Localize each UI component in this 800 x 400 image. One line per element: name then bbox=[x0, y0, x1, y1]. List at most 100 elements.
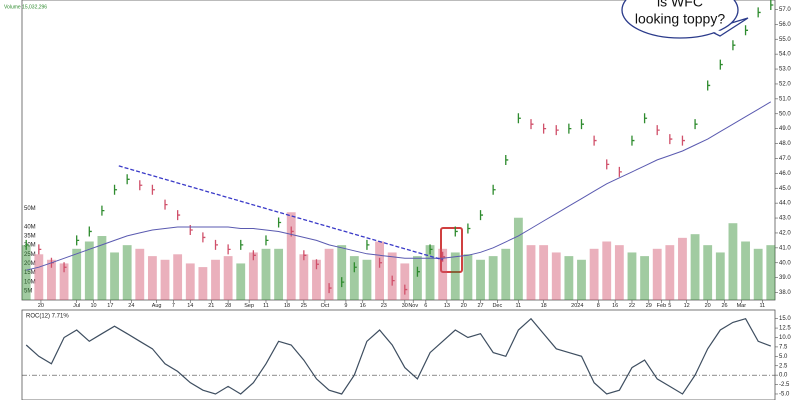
price-bar bbox=[353, 262, 357, 273]
price-bar bbox=[719, 59, 723, 70]
x-tick-label: Mar bbox=[737, 303, 747, 309]
x-tick-label: 16 bbox=[360, 303, 366, 309]
x-tick-label: 18 bbox=[541, 303, 547, 309]
volume-bar bbox=[652, 248, 662, 300]
y-tick-label: 53.0 bbox=[779, 67, 791, 73]
volume-bar bbox=[59, 263, 69, 300]
volume-bar bbox=[753, 248, 763, 300]
price-bar bbox=[101, 205, 105, 216]
volume-bar bbox=[450, 252, 460, 300]
price-bar bbox=[265, 235, 269, 246]
price-bar bbox=[391, 275, 395, 286]
trendline bbox=[118, 165, 443, 261]
price-bar bbox=[378, 257, 383, 268]
x-tick-label: 14 bbox=[187, 303, 193, 309]
y2-tick-label: 20M bbox=[24, 261, 36, 267]
volume-bar bbox=[425, 245, 435, 300]
volume-bar bbox=[21, 245, 31, 300]
volume-bar bbox=[312, 259, 321, 300]
y-tick-label: 38.0 bbox=[779, 290, 791, 296]
y2-tick-label: 10M bbox=[24, 279, 36, 285]
price-bar bbox=[227, 244, 231, 255]
volume-bar bbox=[690, 234, 700, 300]
price-bar bbox=[479, 210, 484, 221]
x-tick-label: 6 bbox=[424, 303, 427, 309]
volume-bar bbox=[198, 267, 208, 300]
volume-bar bbox=[286, 212, 296, 300]
price-bar bbox=[76, 235, 80, 246]
price-bar bbox=[429, 244, 433, 255]
volume-bar bbox=[34, 254, 44, 300]
callout: is WFC looking toppy? bbox=[621, 0, 749, 39]
volume-bar bbox=[526, 245, 536, 300]
y-tick-label: 50.0 bbox=[779, 111, 791, 117]
price-bar bbox=[366, 239, 370, 250]
x-tick-label: 29 bbox=[646, 303, 652, 309]
y-tick-label: 46.0 bbox=[779, 171, 791, 177]
volume-bar bbox=[741, 241, 750, 300]
y-tick-label: 40.0 bbox=[779, 260, 791, 266]
volume-bar bbox=[476, 259, 485, 300]
price-bar bbox=[770, 0, 774, 10]
x-tick-label: 21 bbox=[208, 303, 214, 309]
volume-bar bbox=[715, 252, 725, 300]
volume-bar bbox=[261, 248, 271, 300]
price-bar bbox=[139, 180, 143, 191]
price-bar bbox=[214, 239, 219, 250]
y-tick-label: 55.0 bbox=[779, 37, 791, 43]
price-bar bbox=[38, 244, 42, 255]
price-bar bbox=[530, 119, 534, 130]
volume-bar bbox=[728, 223, 738, 300]
price-bar bbox=[240, 239, 244, 250]
volume-bar bbox=[564, 256, 574, 300]
x-tick-label: 22 bbox=[629, 303, 635, 309]
volume-bar bbox=[299, 254, 309, 300]
price-bar bbox=[694, 119, 698, 130]
y2-tick-label: 50M bbox=[24, 206, 36, 212]
volume-bar bbox=[640, 256, 650, 300]
price-bar bbox=[202, 232, 206, 243]
volume-bar bbox=[135, 248, 145, 300]
x-tick-label: 20 bbox=[461, 303, 467, 309]
x-tick-label: 10 bbox=[90, 303, 96, 309]
price-bar bbox=[669, 134, 673, 145]
price-bar bbox=[277, 217, 282, 228]
volume-bar bbox=[614, 245, 624, 300]
y2-tick-label: 40M bbox=[24, 224, 36, 230]
volume-bar bbox=[513, 217, 523, 300]
y-tick-label: 42.0 bbox=[779, 231, 791, 237]
y-tick-label: 43.0 bbox=[779, 216, 791, 222]
x-tick-label: Dec bbox=[492, 303, 502, 309]
volume-bar bbox=[324, 248, 334, 300]
price-bar bbox=[442, 251, 446, 262]
y-tick-label: 49.0 bbox=[779, 126, 791, 132]
volume-bar bbox=[147, 256, 157, 300]
y2-tick-label: 15M bbox=[24, 270, 36, 276]
price-bar bbox=[328, 283, 332, 294]
price-bar bbox=[303, 250, 307, 261]
volume-bar bbox=[97, 236, 107, 300]
x-tick-label: Nov bbox=[408, 303, 418, 309]
price-bar bbox=[25, 239, 29, 250]
x-tick-label: 2024 bbox=[571, 303, 583, 309]
y-tick-label: 5.0 bbox=[779, 354, 788, 360]
x-tick-label: 20 bbox=[705, 303, 711, 309]
price-bar bbox=[505, 154, 509, 165]
x-tick-label: Oct bbox=[321, 303, 330, 309]
volume-bar bbox=[236, 263, 246, 300]
price-bar bbox=[341, 277, 345, 288]
volume-bar bbox=[160, 259, 170, 300]
volume-bar bbox=[577, 259, 586, 300]
roc-line bbox=[25, 317, 772, 395]
volume-bar bbox=[173, 254, 183, 300]
x-tick-label: 13 bbox=[444, 303, 450, 309]
volume-bar bbox=[703, 245, 713, 300]
x-tick-label: Jul bbox=[73, 303, 80, 309]
y-tick-label: 54.0 bbox=[779, 52, 791, 58]
price-bar bbox=[631, 135, 635, 146]
price-bar bbox=[744, 25, 749, 36]
x-tick-label: 25 bbox=[301, 303, 307, 309]
x-tick-label: 5 bbox=[668, 303, 671, 309]
price-bar bbox=[416, 266, 420, 277]
price-bar bbox=[467, 223, 471, 234]
